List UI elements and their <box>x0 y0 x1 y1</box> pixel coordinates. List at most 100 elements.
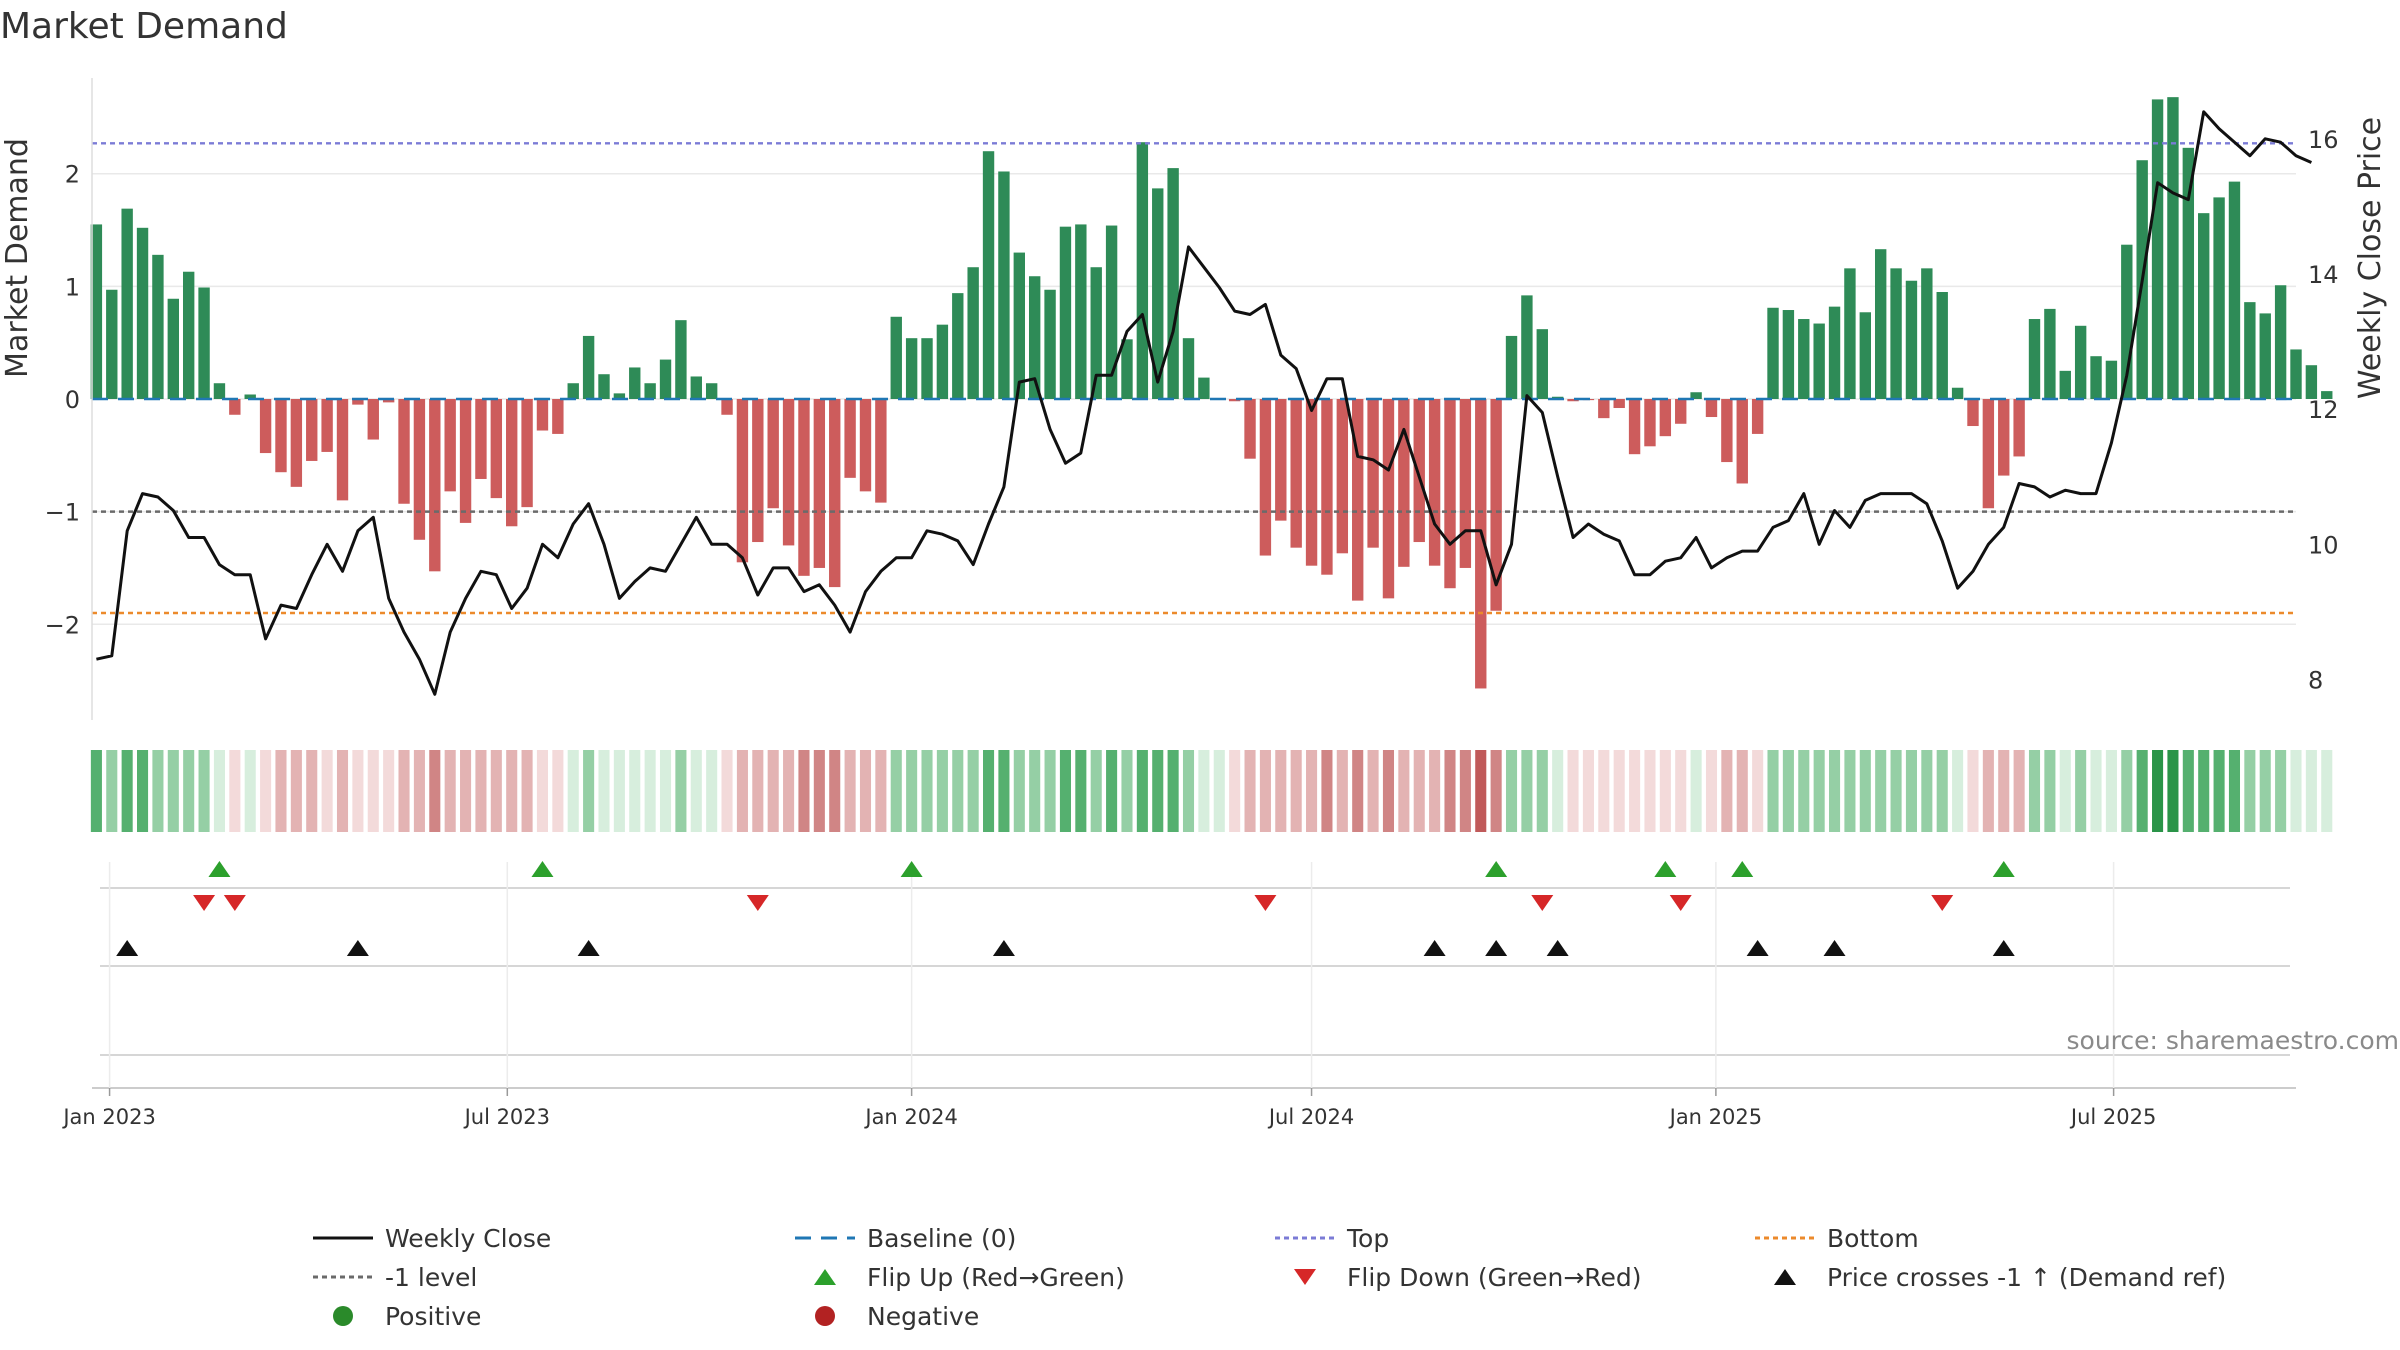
demand-bar <box>2090 356 2102 399</box>
demand-bar <box>444 399 456 492</box>
demand-bar <box>2274 285 2287 399</box>
demand-bar <box>1521 295 1533 399</box>
heat-cell <box>1229 750 1241 832</box>
demand-bar <box>690 376 702 399</box>
demand-bar <box>198 287 210 399</box>
demand-bar <box>2121 244 2133 399</box>
demand-bar <box>136 227 149 399</box>
legend-item: Baseline (0) <box>795 1224 1016 1253</box>
flip-up-marker <box>1992 861 2015 877</box>
heat-cell <box>413 750 425 832</box>
heat-cell <box>1152 750 1164 832</box>
heat-cell <box>1306 750 1318 832</box>
heat-cell <box>336 750 349 832</box>
demand-bar <box>2290 349 2302 399</box>
y-tick-label-left: 0 <box>65 386 80 414</box>
heat-cell <box>613 750 625 832</box>
demand-bar <box>1721 399 1733 463</box>
x-tick-label: Jul 2024 <box>1267 1105 1354 1129</box>
demand-bar <box>752 399 764 543</box>
demand-bar <box>306 399 318 461</box>
demand-bar <box>2044 308 2056 399</box>
y-axis-label-left: Market Demand <box>0 138 35 378</box>
heat-cell <box>783 750 795 832</box>
heat-cell <box>2028 750 2041 832</box>
heat-cell <box>275 750 287 832</box>
heat-cell <box>367 750 379 832</box>
x-tick-label: Jan 2023 <box>61 1105 156 1129</box>
heat-cell <box>1767 750 1779 832</box>
heat-cell <box>583 750 595 832</box>
demand-bar <box>413 399 426 540</box>
heat-cell <box>1367 750 1379 832</box>
heat-cell <box>2167 750 2179 832</box>
demand-bar <box>1767 307 1779 399</box>
heat-cell <box>736 750 748 832</box>
heat-cell <box>490 750 502 832</box>
heat-cell <box>383 750 395 832</box>
heat-cell <box>2244 750 2256 832</box>
demand-bar <box>152 254 164 399</box>
weekly-close-line <box>96 110 2313 696</box>
heat-cell <box>1921 750 1933 832</box>
demand-bar <box>1152 188 1164 399</box>
demand-bar <box>1028 276 1041 399</box>
legend-label: Top <box>1346 1224 1389 1253</box>
heat-cell <box>2182 750 2194 832</box>
demand-bar <box>1305 399 1318 566</box>
heat-cell <box>1167 750 1179 832</box>
legend-swatch <box>814 1269 836 1285</box>
heat-cell <box>1198 750 1210 832</box>
legend-item: Bottom <box>1755 1224 1919 1253</box>
legend-swatch <box>1294 1269 1316 1285</box>
demand-bar <box>1982 399 1995 509</box>
heat-cell <box>1782 750 1794 832</box>
demand-bar <box>613 393 626 399</box>
heat-cell <box>1382 750 1395 832</box>
demand-bar <box>352 399 364 405</box>
demand-bar <box>1228 399 1241 402</box>
demand-bar <box>1921 268 1933 399</box>
y-tick-label-left: −1 <box>45 499 80 527</box>
demand-bar <box>982 151 995 399</box>
x-tick-label: Jan 2025 <box>1668 1105 1763 1129</box>
flip-down-marker <box>223 895 246 911</box>
heat-cell <box>552 750 564 832</box>
demand-bar <box>705 383 718 399</box>
heat-cell <box>2321 750 2333 832</box>
heat-cell <box>890 750 902 832</box>
demand-bar <box>90 224 103 399</box>
heat-cell <box>1952 750 1964 832</box>
demand-bar <box>1013 252 1025 399</box>
demand-bar <box>1828 306 1841 399</box>
demand-bar <box>875 399 887 503</box>
legend-item: Price crosses -1 ↑ (Demand ref) <box>1774 1263 2226 1292</box>
demand-bar <box>905 338 918 399</box>
demand-bar <box>552 399 564 434</box>
y-tick-label-right: 8 <box>2308 666 2323 694</box>
chart-title: Market Demand <box>0 6 288 47</box>
heat-cell <box>2213 750 2225 832</box>
legend-label: -1 level <box>385 1263 477 1292</box>
demand-bar <box>213 383 226 399</box>
demand-bar <box>490 399 503 499</box>
demand-bar <box>382 399 395 403</box>
heat-cell <box>1413 750 1425 832</box>
heat-cell <box>706 750 718 832</box>
event-markers <box>92 861 2296 1089</box>
demand-bar <box>675 320 687 399</box>
price-cross-marker <box>577 940 600 956</box>
heat-cell <box>1044 750 1056 832</box>
demand-bar <box>859 399 872 492</box>
demand-bar <box>290 399 303 487</box>
demand-bar <box>398 399 410 504</box>
demand-bar <box>1444 399 1456 589</box>
heat-cell <box>1905 750 1917 832</box>
flip-up-marker <box>900 861 923 877</box>
legend-label: Negative <box>867 1302 979 1331</box>
heat-cell <box>106 750 118 832</box>
heat-cell <box>906 750 918 832</box>
legend-item: -1 level <box>313 1263 477 1292</box>
heat-cell <box>1075 750 1087 832</box>
legend-item: Weekly Close <box>313 1224 551 1253</box>
